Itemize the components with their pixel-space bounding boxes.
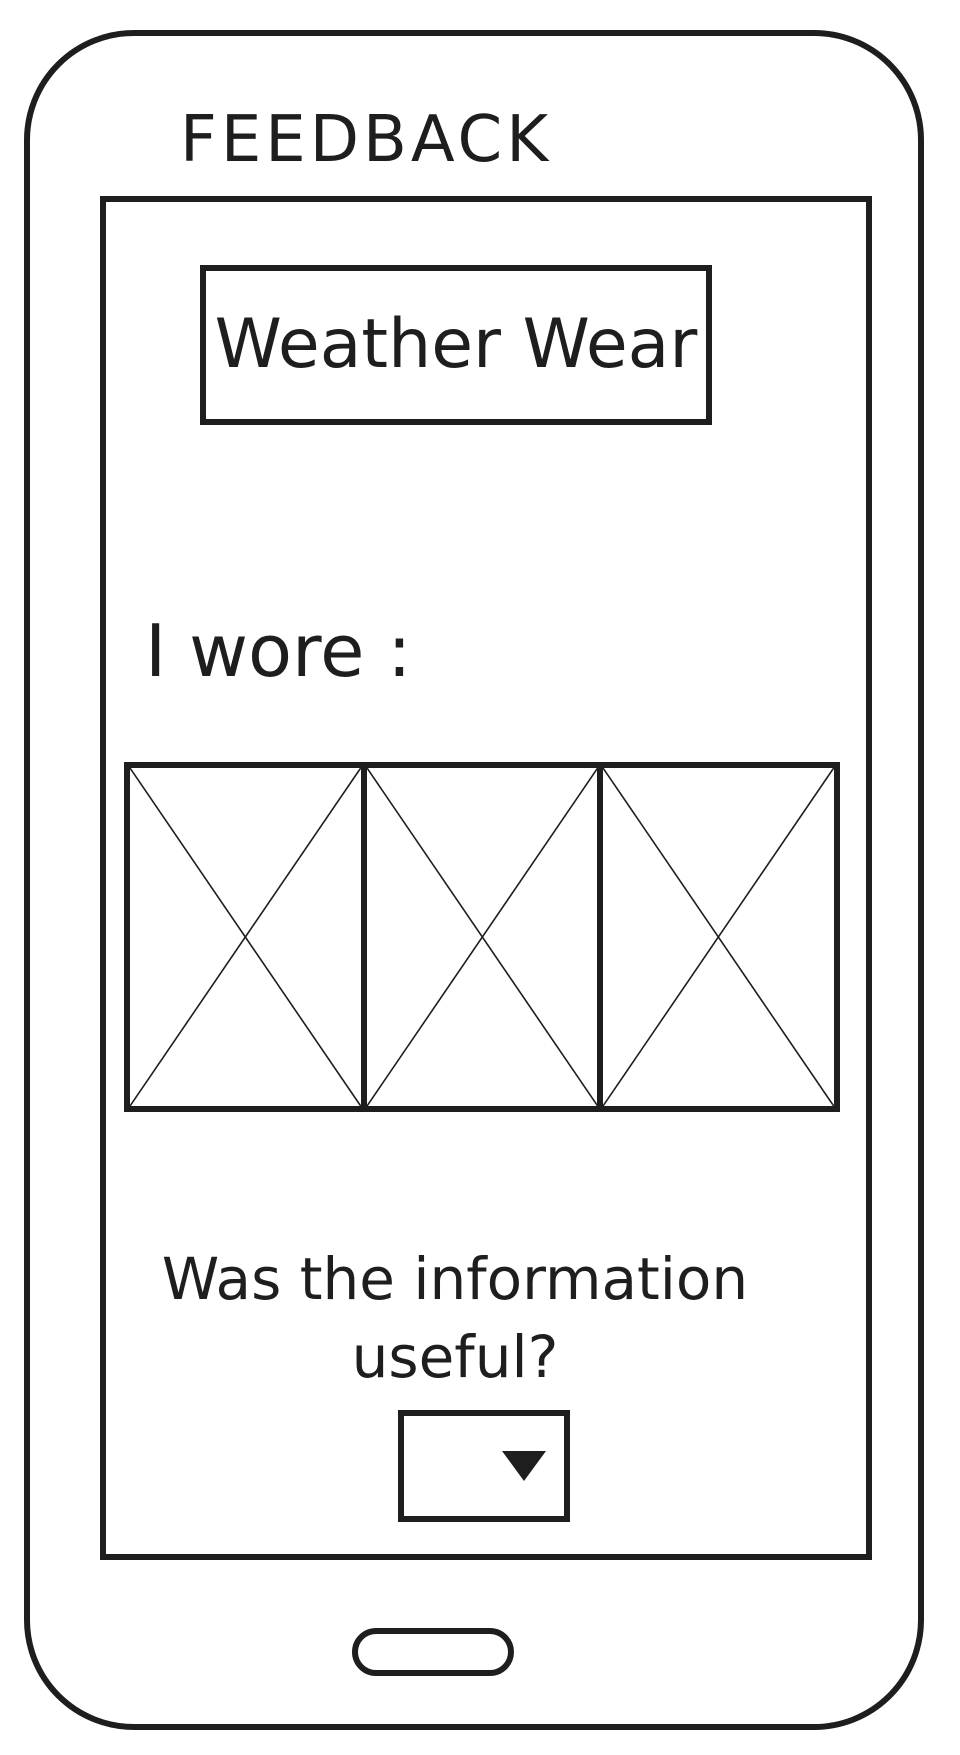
clothing-grid xyxy=(124,762,840,1112)
outfit-label: I wore : xyxy=(145,609,412,693)
feedback-question: Was the information useful? xyxy=(161,1245,749,1392)
chevron-down-icon xyxy=(502,1451,546,1481)
app-name: Weather Wear xyxy=(214,305,698,384)
home-button[interactable] xyxy=(352,1628,514,1676)
phone-frame xyxy=(24,30,924,1730)
clothing-slot-1[interactable] xyxy=(130,768,367,1106)
image-placeholder-icon xyxy=(367,768,598,1106)
screen-title: FEEDBACK xyxy=(180,103,553,177)
image-placeholder-icon xyxy=(603,768,834,1106)
screen-area xyxy=(100,196,872,1560)
usefulness-dropdown[interactable] xyxy=(398,1410,570,1522)
image-placeholder-icon xyxy=(130,768,361,1106)
clothing-slot-3[interactable] xyxy=(603,768,834,1106)
clothing-slot-2[interactable] xyxy=(367,768,604,1106)
app-banner: Weather Wear xyxy=(200,265,712,425)
